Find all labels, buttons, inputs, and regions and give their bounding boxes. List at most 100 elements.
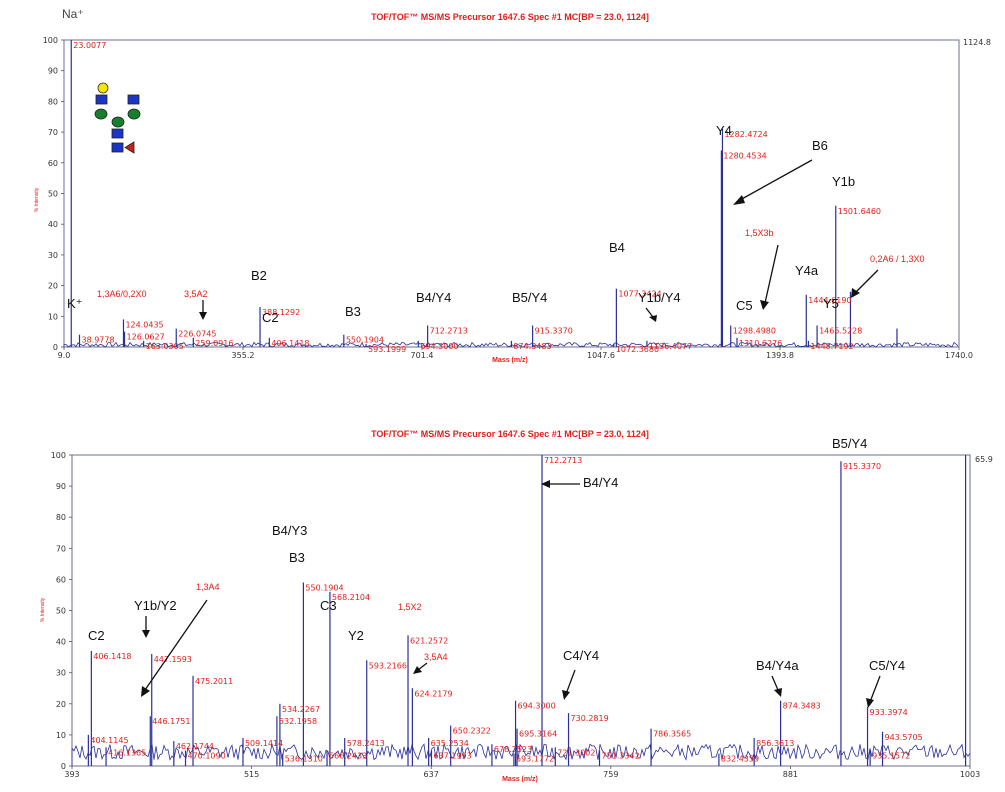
ion-label-b4: B4: [609, 240, 625, 255]
peak-label: 694.3000: [518, 702, 556, 711]
ion-label-b2: B2: [251, 268, 267, 283]
peak-label: 933.3974: [870, 708, 908, 717]
ion-label-b4y4: B4/Y4: [416, 290, 451, 305]
bottom-x-ticks: 393 515 637 759 881 1003: [64, 766, 980, 779]
peak-label: 406.1418: [93, 652, 131, 661]
top-right-label: 1124.8: [963, 38, 991, 47]
peak-label: 536.1310: [285, 755, 323, 764]
top-corner-label: Na⁺: [62, 7, 84, 21]
peak-label: 447.1593: [154, 655, 192, 664]
ion-label-y1b: Y1b: [832, 174, 855, 189]
glycan-structure-icon: [94, 82, 141, 154]
peak-label: 1465.5228: [819, 327, 862, 336]
y-tick-label: 30: [48, 251, 58, 260]
ion-label-b5y4: B5/Y4: [512, 290, 547, 305]
ion-label-c2-b: C2: [88, 628, 105, 643]
peak-label: 695.3164: [519, 730, 557, 739]
peak-label: 624.2179: [414, 689, 452, 698]
y-tick-label: 50: [56, 607, 66, 616]
bottom-x-axis-label: Mass (m/z): [502, 776, 538, 783]
y-tick-label: 50: [48, 190, 58, 199]
y-tick-label: 60: [48, 159, 58, 168]
peak-label: 1077.3424: [618, 290, 661, 299]
x-tick-label: 1047.6: [587, 351, 615, 360]
y-tick-label: 60: [56, 575, 66, 584]
y-tick-label: 10: [56, 731, 66, 740]
bottom-title: TOF/TOF™ MS/MS Precursor 1647.6 Spec #1 …: [371, 429, 649, 439]
peak-label: 637.1993: [433, 751, 471, 760]
ion-label-b3: B3: [345, 304, 361, 319]
peak-label: 568.2104: [332, 593, 370, 602]
peak-label: 635.2534: [431, 739, 469, 748]
peak-label: 1501.6460: [838, 207, 881, 216]
peak-label: 550.1904: [305, 584, 343, 593]
peak-label: 1444.6190: [808, 296, 851, 305]
panel-bottom: TOF/TOF™ MS/MS Precursor 1647.6 Spec #1 …: [40, 429, 993, 783]
peak-label: 593.2166: [369, 661, 407, 670]
ion-label-y1by4: Y1b/Y4: [638, 290, 681, 305]
peak-label: 1298.4980: [733, 327, 776, 336]
ion-label-y1by2: Y1b/Y2: [134, 598, 177, 613]
peak-label: 416.1365: [108, 748, 146, 757]
ion-label-b4y4a: B4/Y4a: [756, 658, 799, 673]
ion-label-cross-ring-b3: 3,5A4: [424, 652, 448, 662]
panel-top: TOF/TOF™ MS/MS Precursor 1647.6 Spec #1 …: [34, 7, 991, 364]
ion-label-c3: C3: [320, 598, 337, 613]
peak-label: 38.9778: [81, 336, 114, 345]
peak-label: 856.3613: [756, 739, 794, 748]
y-tick-label: 40: [56, 638, 66, 647]
peak-label: 388.1292: [262, 308, 300, 317]
bottom-right-label: 65.9: [975, 455, 993, 464]
ion-label-y4a: Y4a: [795, 263, 819, 278]
peak-label: 550.1904: [346, 336, 384, 345]
top-arrows: [199, 159, 879, 322]
bottom-y-axis-label: % Intensity: [40, 597, 46, 622]
bottom-arrows: [141, 480, 881, 708]
bottom-y-ticks: 0 10 20 30 40 50 60 70 80 90 100: [51, 451, 72, 771]
peak-label: 751.3342: [602, 751, 640, 760]
ion-label-c2: C2: [262, 310, 279, 325]
ion-label-cross-ring-3: 1,5X3b: [745, 228, 774, 238]
peak-label: 693.1772: [516, 755, 554, 764]
x-tick-label: 355.2: [232, 351, 255, 360]
ion-label-b3-b: B3: [289, 550, 305, 565]
peak-label: 406.1418: [271, 339, 309, 348]
peak-label: 534.2267: [282, 705, 320, 714]
peak-label: 593.1999: [368, 345, 406, 354]
x-tick-label: 1003: [960, 770, 980, 779]
peak-label: 259.0916: [195, 339, 233, 348]
x-tick-label: 759: [603, 770, 618, 779]
x-tick-label: 515: [244, 770, 259, 779]
ion-label-k: K⁺: [67, 296, 83, 311]
peak-label: 712.2713: [544, 456, 582, 465]
peak-label: 915.3370: [843, 462, 881, 471]
peak-label: 943.5705: [885, 733, 923, 742]
ion-label-c5: C5: [736, 298, 753, 313]
peak-label: 1310.6276: [739, 339, 782, 348]
baseline-noise: [71, 742, 971, 766]
peak-label: 874.3483: [783, 702, 821, 711]
y-tick-label: 30: [56, 669, 66, 678]
bottom-peak-labels: 404.1145 406.1418 416.1365 447.1593 446.1751…: [90, 456, 922, 764]
ion-label-y4: Y4: [716, 123, 732, 138]
peak-label: 1136.4077: [649, 342, 692, 351]
peak-label: 678.2523: [494, 745, 532, 754]
peak-label: 578.2413: [347, 739, 385, 748]
x-tick-label: 1393.8: [766, 351, 794, 360]
ion-label-cross-ring-1: 1,3A6/0,2X0: [97, 289, 147, 299]
peak-label: 694.3000: [420, 342, 458, 351]
peak-label: 23.0077: [73, 41, 106, 50]
top-title: TOF/TOF™ MS/MS Precursor 1647.6 Spec #1 …: [371, 12, 649, 22]
peak-label: 915.3370: [535, 327, 573, 336]
peak-label: 532.1958: [279, 717, 317, 726]
top-x-ticks: 9.0 355.2 701.4 1047.6 1393.8 1740.0: [58, 347, 973, 360]
y-tick-label: 70: [48, 128, 58, 137]
x-tick-label: 701.4: [411, 351, 434, 360]
ion-label-y2: Y2: [348, 628, 364, 643]
y-tick-label: 20: [48, 282, 58, 291]
top-y-ticks: 0 10 20 30 40 50 60 70 80 90 100: [43, 36, 64, 352]
peak-label: 509.1414: [245, 739, 283, 748]
x-tick-label: 9.0: [58, 351, 71, 360]
